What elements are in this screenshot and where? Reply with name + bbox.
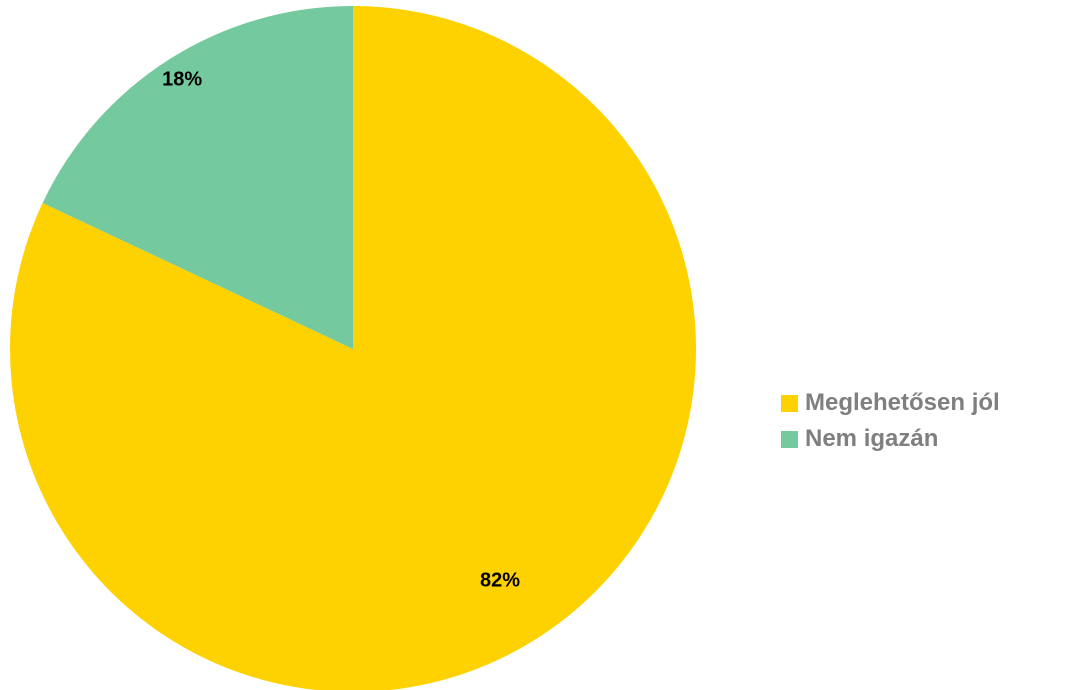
legend-item-meglehetosen-jol: Meglehetősen jól [781,385,1071,421]
pie-slice-nem-igazan [42,6,353,349]
legend-item-nem-igazan: Nem igazán [781,421,1071,457]
data-label-nem-igazan: 18% [162,69,202,91]
legend-swatch-meglehetosen-jol [781,394,798,412]
pie-data-labels: 82% 18% [162,69,520,592]
data-label-meglehetosen-jol: 82% [480,570,520,592]
legend: Meglehetősen jól Nem igazán [781,385,1071,457]
legend-label-nem-igazan: Nem igazán [805,425,939,452]
legend-label-meglehetosen-jol: Meglehetősen jól [805,389,1000,416]
legend-swatch-nem-igazan [781,430,798,448]
pie-slice-meglehetosen-jol [10,6,696,690]
pie-slices [10,6,696,690]
